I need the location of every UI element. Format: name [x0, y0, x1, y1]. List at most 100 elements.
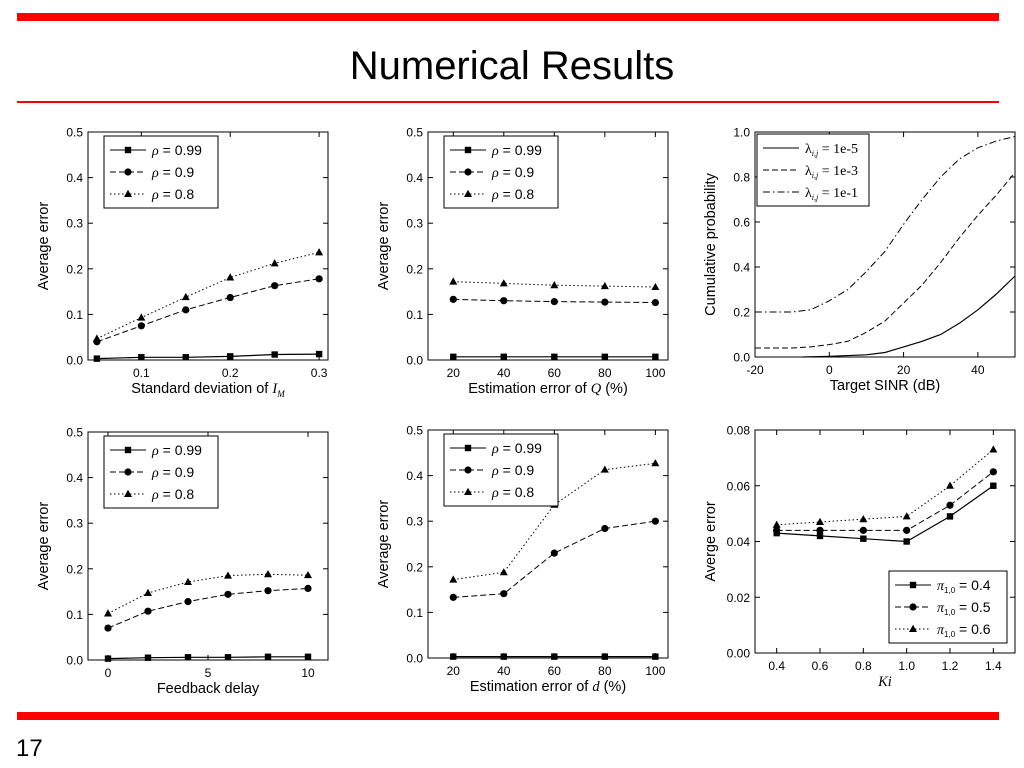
data-point — [989, 468, 997, 476]
y-tick-label: 0.5 — [406, 424, 423, 438]
series-0-99 — [93, 350, 323, 362]
legend-label: ρ = 0.8 — [151, 186, 194, 203]
x-tick-label: 100 — [645, 664, 665, 678]
legend-marker — [124, 446, 132, 454]
data-point — [651, 517, 659, 525]
x-axis-label: Estimation error of d (%) — [470, 679, 626, 695]
data-point — [184, 577, 192, 586]
y-axis-label: Averge error — [703, 501, 719, 581]
series-line — [107, 656, 308, 660]
series-0-8 — [449, 277, 660, 291]
legend-marker — [124, 168, 132, 176]
data-point — [182, 354, 189, 361]
legend-marker — [464, 168, 472, 176]
chart-avg-error-vs-std-dev: 0.0 0.1 0.2 0.3 0.4 0.5 0.1 0.2 0.3 Standard devi… — [36, 126, 329, 399]
x-axis-label: Standard deviation of IM — [131, 381, 285, 399]
series-0-99 — [104, 653, 312, 662]
data-point — [450, 653, 457, 660]
x-tick-label: 80 — [598, 664, 612, 678]
legend-marker — [464, 146, 472, 154]
y-tick-label: 0.0 — [406, 354, 423, 368]
data-point — [600, 281, 609, 290]
data-point — [773, 526, 781, 534]
data-point — [651, 459, 660, 467]
data-point — [224, 654, 232, 661]
y-tick-label: 0.4 — [406, 469, 423, 483]
data-point — [92, 334, 101, 342]
series-i-j-1e-3 — [755, 172, 1016, 349]
y-tick-label: 0.1 — [406, 308, 423, 322]
series-line — [96, 353, 320, 360]
data-point — [499, 568, 508, 576]
legend: ρ = 0.99 ρ = 0.9 ρ = 0.8 — [443, 135, 559, 209]
legend-label: ρ = 0.9 — [491, 164, 534, 181]
y-tick-label: 0.02 — [727, 591, 751, 605]
y-tick-label: 0.0 — [66, 654, 83, 668]
x-tick-label: 0.4 — [768, 659, 785, 673]
y-tick-label: 0.8 — [733, 171, 750, 185]
data-point — [271, 351, 278, 358]
y-tick-label: 0.00 — [727, 647, 751, 661]
data-point — [264, 570, 272, 578]
data-point — [859, 526, 867, 534]
y-tick-label: 0.0 — [733, 351, 750, 365]
legend-marker — [124, 468, 132, 476]
data-point — [816, 532, 824, 540]
x-tick-label: 40 — [971, 363, 985, 377]
data-point — [860, 535, 867, 542]
y-tick-label: 0.3 — [66, 217, 83, 231]
y-tick-label: 0.3 — [66, 517, 83, 531]
data-point — [903, 526, 911, 534]
series-1-0-0-4 — [773, 482, 997, 545]
legend-label: λi,j = 1e-1 — [805, 186, 858, 202]
x-tick-label: 0.8 — [855, 659, 872, 673]
series-0-8 — [104, 570, 312, 617]
data-point — [227, 353, 234, 360]
data-point — [601, 653, 609, 660]
legend-label: ρ = 0.9 — [491, 462, 534, 479]
legend: λi,j = 1e-5 λi,j = 1e-3 λi,j = 1e-1 — [756, 133, 870, 207]
data-point — [264, 653, 272, 661]
x-tick-label: 40 — [497, 366, 511, 380]
legend-marker — [124, 189, 132, 197]
data-point — [449, 575, 458, 583]
legend-label: π1,0 = 0.5 — [937, 599, 991, 617]
y-tick-label: 0.2 — [733, 306, 750, 320]
data-point — [816, 526, 824, 534]
plot-frame — [427, 429, 669, 659]
data-point — [550, 281, 559, 289]
series-1-0-0-5 — [773, 468, 997, 534]
series-i-j-1e-1 — [755, 136, 1016, 313]
data-point — [903, 538, 910, 545]
series-line — [107, 587, 309, 629]
x-tick-label: 40 — [497, 664, 511, 678]
legend: π1,0 = 0.4 π1,0 = 0.5 π1,0 = 0.6 — [888, 570, 1008, 644]
data-point — [226, 273, 235, 281]
series-0-8 — [92, 248, 324, 342]
data-point — [990, 482, 997, 489]
series-0-9 — [93, 275, 323, 346]
data-point — [304, 570, 312, 579]
data-point — [224, 571, 232, 579]
data-point — [93, 355, 101, 362]
y-axis-label: Average error — [376, 500, 392, 589]
x-tick-label: 1.0 — [898, 659, 915, 673]
y-tick-label: 0.5 — [66, 126, 83, 140]
y-tick-label: 0.2 — [406, 262, 423, 276]
data-point — [304, 653, 312, 661]
y-tick-label: 0.1 — [66, 308, 83, 322]
legend-marker — [909, 624, 917, 632]
y-tick-label: 0.4 — [733, 261, 750, 275]
legend-label: π1,0 = 0.4 — [937, 577, 991, 595]
data-point — [304, 584, 312, 593]
data-point — [816, 517, 824, 525]
data-point — [450, 353, 457, 361]
series-0-99 — [450, 353, 659, 361]
legend-label: ρ = 0.8 — [491, 484, 534, 501]
x-tick-label: 1.4 — [985, 659, 1002, 673]
data-point — [184, 598, 192, 606]
legend-label: ρ = 0.99 — [151, 142, 202, 159]
x-tick-label: 60 — [548, 366, 562, 380]
legend-marker — [464, 487, 472, 495]
y-tick-label: 0.2 — [66, 262, 83, 276]
